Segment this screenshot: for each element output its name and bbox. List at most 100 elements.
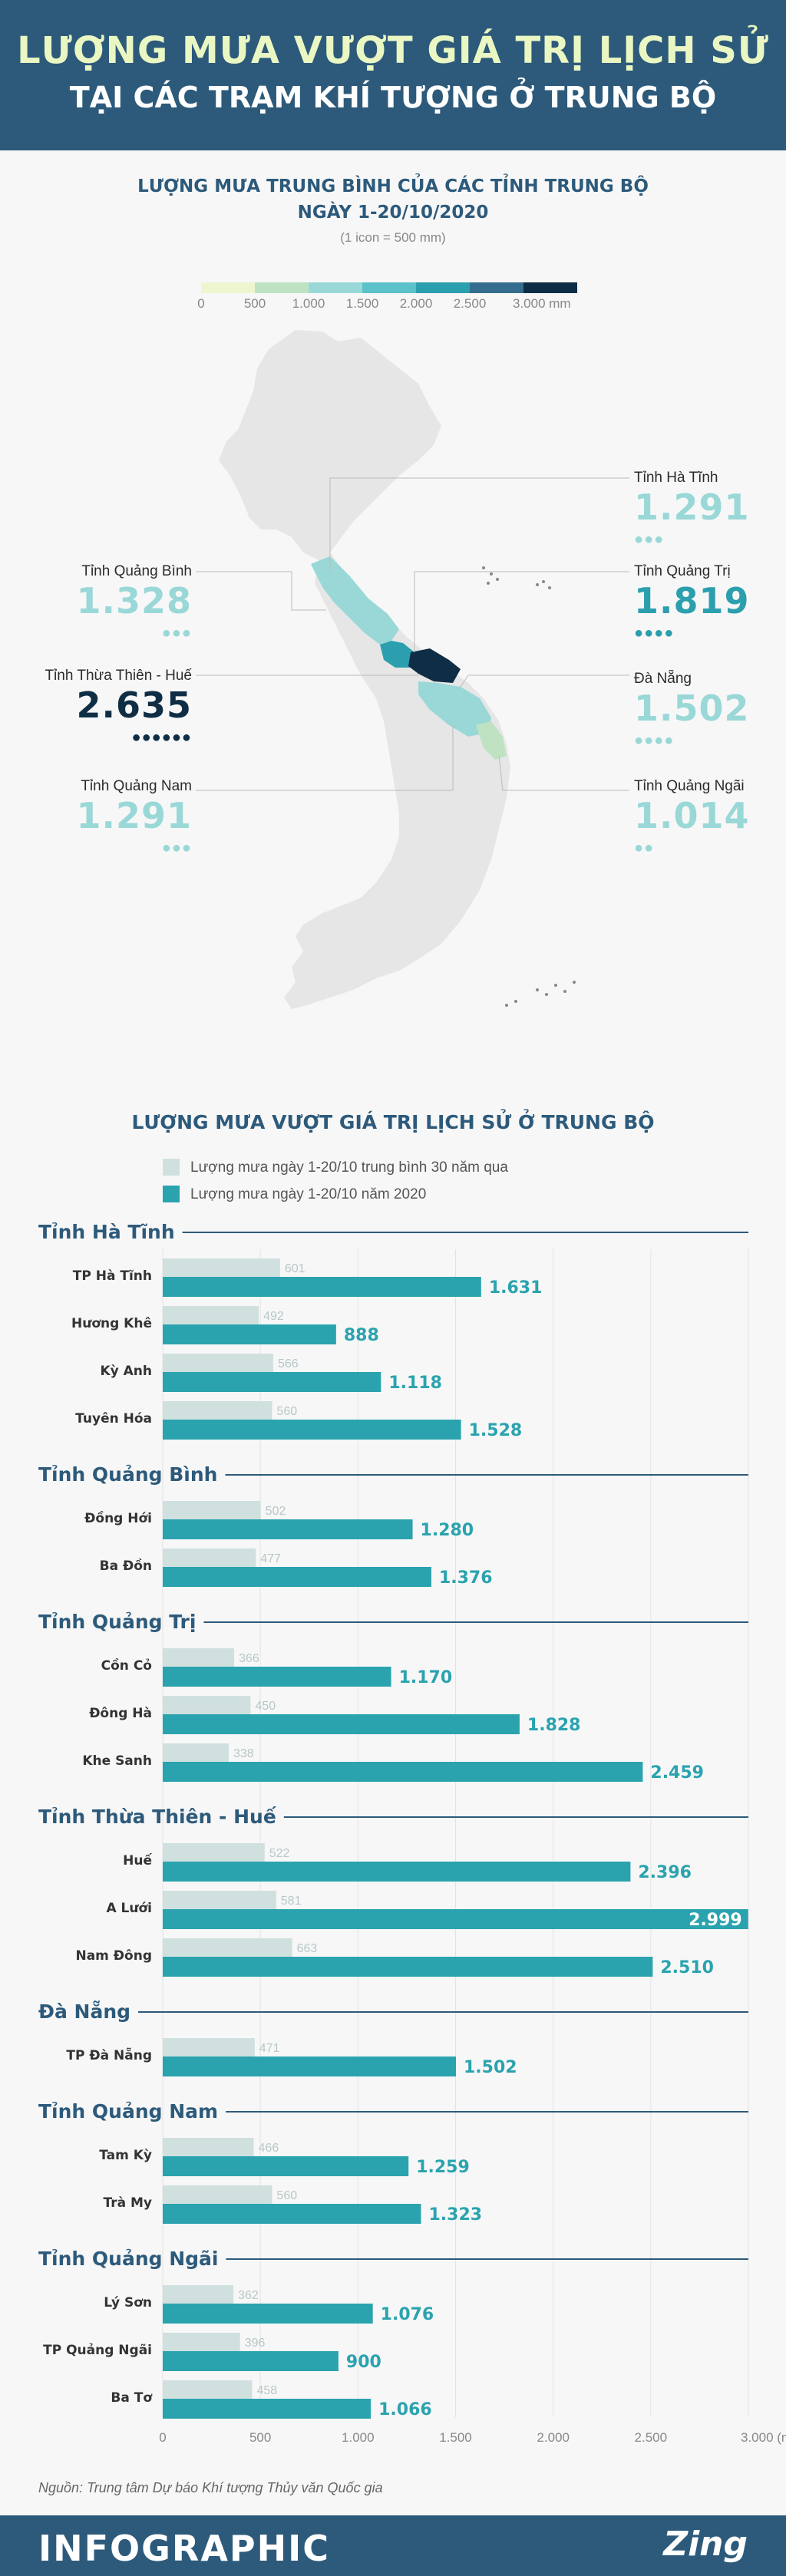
bar-2020-label: 2.999 (689, 1911, 742, 1930)
province-value: 1.291 (76, 795, 192, 836)
map-section-title: LƯỢNG MƯA TRUNG BÌNH CỦA CÁC TỈNH TRUNG … (137, 176, 649, 196)
province-name: Tỉnh Thừa Thiên - Huế (45, 668, 192, 684)
bar-2020 (163, 1519, 413, 1539)
bar-avg (163, 1648, 235, 1667)
bar-2020-label: 1.528 (469, 1421, 523, 1440)
x-tick-label: 3.000 (mm) (741, 2430, 786, 2445)
bar-avg (163, 1843, 265, 1862)
province-value: 1.819 (634, 580, 750, 622)
zing-logo: Zing (663, 2525, 748, 2564)
bar-avg (163, 1549, 256, 1567)
map-quang-nam (418, 681, 491, 737)
province-value: 2.635 (76, 684, 192, 726)
bar-2020-label: 2.459 (650, 1763, 704, 1783)
bar-2020-label: 1.118 (388, 1374, 442, 1393)
bar-avg (163, 1306, 259, 1324)
bar-avg (163, 1891, 276, 1909)
bar-2020 (163, 1909, 748, 1929)
bar-2020-label: 1.376 (439, 1568, 493, 1588)
map-quang-ngai (476, 721, 507, 760)
bar-2020-label: 1.631 (489, 1278, 543, 1298)
bar-2020-label: 888 (344, 1326, 379, 1345)
bar-2020-label: 1.259 (416, 2158, 470, 2177)
bar-2020 (163, 1420, 461, 1440)
legend-2020-label: Lượng mưa ngày 1-20/10 năm 2020 (190, 1186, 427, 1202)
group-header: Tỉnh Thừa Thiên - Huế (38, 1806, 277, 1828)
bar-2020 (163, 1567, 431, 1587)
scale-swatch (201, 282, 255, 293)
bar-avg-label: 522 (269, 1847, 290, 1860)
bar-avg (163, 2285, 234, 2304)
bar-2020 (163, 1324, 336, 1344)
map-quang-tri (380, 641, 414, 668)
bar-2020 (163, 2156, 409, 2176)
main-title: LƯỢNG MƯA VƯỢT GIÁ TRỊ LỊCH SỬ (17, 29, 769, 72)
station-label: Hương Khê (71, 1316, 152, 1331)
province-value: 1.291 (634, 487, 750, 528)
bar-avg-label: 566 (278, 1357, 299, 1370)
rain-drop-icons: ●●●● (634, 732, 675, 749)
chart-title: LƯỢNG MƯA VƯỢT GIÁ TRỊ LỊCH SỬ Ở TRUNG B… (131, 1111, 655, 1133)
x-tick-label: 0 (159, 2430, 166, 2445)
bar-avg-label: 450 (255, 1700, 276, 1713)
station-label: Khe Sanh (82, 1753, 152, 1769)
rain-drop-icons: ●● (634, 839, 655, 856)
bar-avg (163, 1743, 229, 1762)
bar-2020 (163, 1862, 631, 1882)
bar-avg-label: 581 (281, 1895, 302, 1908)
scale-label: 2.500 (453, 296, 487, 311)
province-name: Đà Nẵng (634, 671, 692, 687)
station-label: Ba Đồn (100, 1558, 152, 1574)
station-label: TP Quảng Ngãi (43, 2343, 152, 2358)
legend-2020-swatch (163, 1186, 180, 1202)
province-value: 1.014 (634, 795, 750, 836)
bar-avg-label: 396 (245, 2337, 266, 2350)
bar-2020 (163, 1277, 481, 1297)
bar-avg (163, 1354, 273, 1372)
header-banner: LƯỢNG MƯA VƯỢT GIÁ TRỊ LỊCH SỬ TẠI CÁC T… (0, 0, 786, 150)
map-north-region (219, 330, 441, 560)
bar-avg-label: 560 (276, 1405, 297, 1418)
station-label: A Lưới (106, 1901, 152, 1916)
bar-avg-label: 366 (239, 1652, 259, 1665)
footer-brand: INFOGRAPHIC (38, 2528, 331, 2569)
scale-label: 0 (197, 296, 205, 311)
group-header: Tỉnh Quảng Ngãi (38, 2248, 219, 2270)
bar-avg-label: 560 (276, 2189, 297, 2202)
icon-note: (1 icon = 500 mm) (340, 230, 446, 245)
bar-2020 (163, 2304, 373, 2324)
scale-swatch (470, 282, 523, 293)
bar-avg (163, 1696, 251, 1714)
bar-avg (163, 1258, 280, 1277)
bar-2020 (163, 1714, 520, 1734)
bar-avg-label: 338 (233, 1747, 254, 1760)
bar-avg-label: 601 (285, 1262, 305, 1275)
bar-avg (163, 2038, 255, 2057)
rain-drop-icons: ●●● (161, 625, 192, 642)
bar-avg-label: 471 (259, 2042, 280, 2055)
bar-2020 (163, 2399, 372, 2419)
bar-avg-label: 477 (260, 1552, 281, 1565)
province-name: Tỉnh Quảng Bình (81, 563, 192, 579)
bar-2020-label: 1.502 (464, 2058, 517, 2077)
rain-drop-icons: ●●●● (634, 625, 675, 642)
x-tick-label: 1.500 (439, 2430, 472, 2445)
bar-2020-label: 1.280 (421, 1521, 474, 1540)
footer-banner: INFOGRAPHIC Zing (0, 2515, 786, 2576)
x-tick-label: 2.500 (635, 2430, 668, 2445)
bar-avg (163, 2380, 253, 2399)
bar-avg (163, 1401, 272, 1420)
scale-label: 1.500 (345, 296, 379, 311)
scale-label: 1.000 (292, 296, 325, 311)
station-label: Tam Kỳ (99, 2148, 152, 2163)
x-tick-label: 2.000 (537, 2430, 570, 2445)
bar-avg (163, 2138, 254, 2156)
bar-avg (163, 2333, 240, 2351)
map-leader-lines (196, 477, 629, 791)
station-label: Đồng Hới (84, 1510, 152, 1526)
bar-avg-label: 502 (266, 1505, 286, 1518)
rain-drop-icons: ●●●●●● (131, 729, 192, 746)
bar-avg-label: 492 (263, 1310, 284, 1323)
bar-2020 (163, 2204, 421, 2224)
x-tick-label: 1.000 (342, 2430, 375, 2445)
